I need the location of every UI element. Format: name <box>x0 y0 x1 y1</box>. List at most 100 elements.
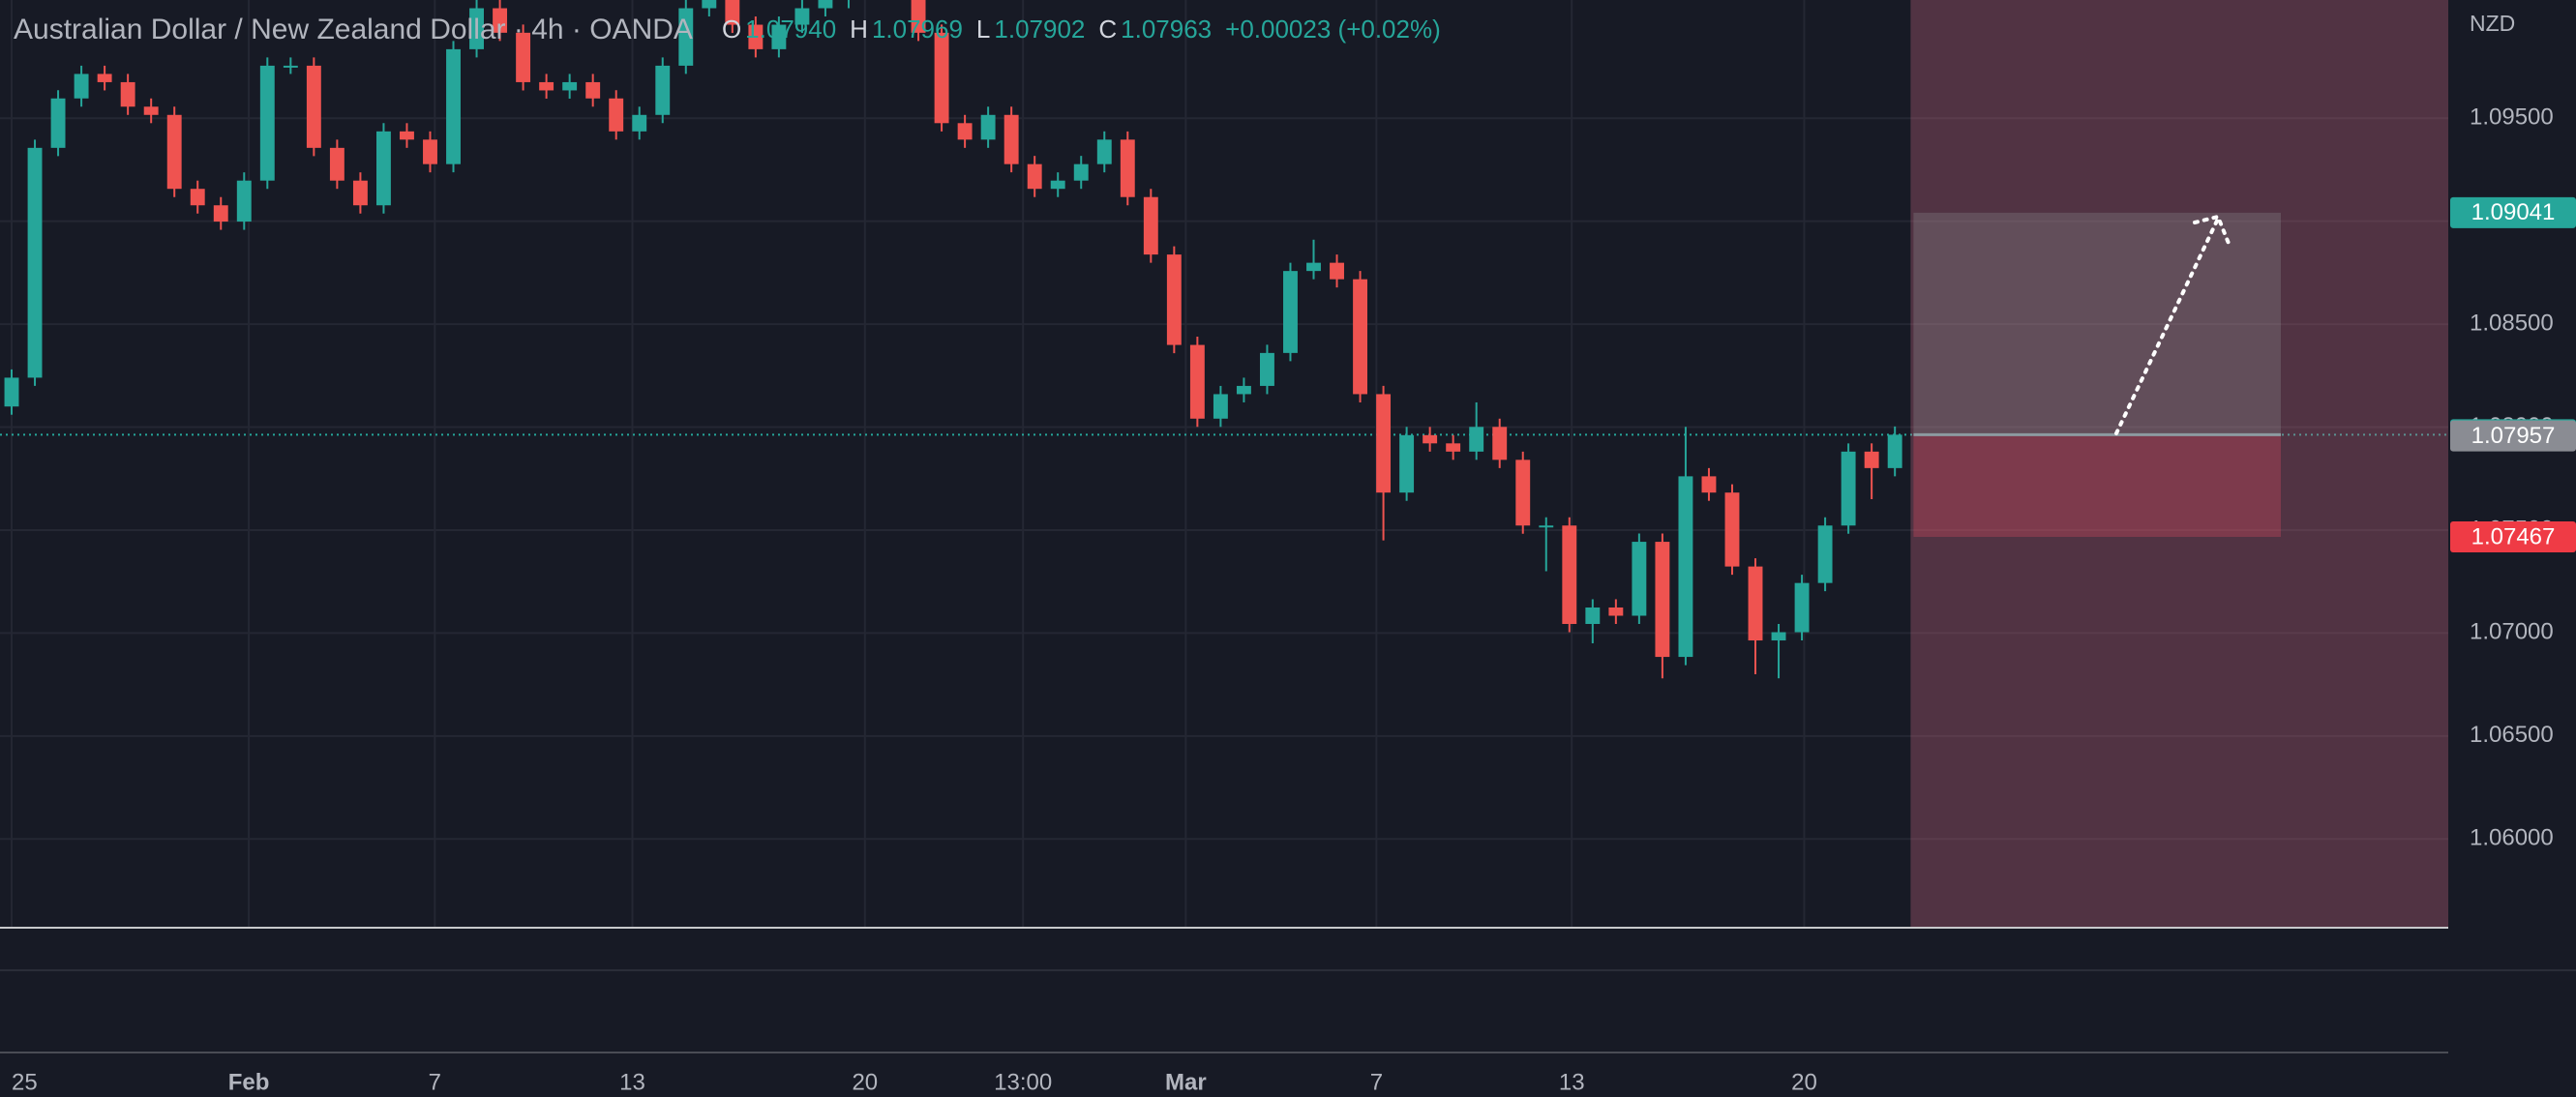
candle-body <box>1166 254 1182 345</box>
candle-body <box>329 147 344 181</box>
header: Australian Dollar / New Zealand Dollar ·… <box>14 14 1441 45</box>
position-tool <box>1910 0 2448 928</box>
currency: NZD <box>2470 11 2515 36</box>
y-tick-label: 1.06000 <box>2470 825 2554 851</box>
candle-body <box>1236 385 1251 395</box>
candle-body <box>1887 434 1902 468</box>
candle-body <box>1446 443 1461 452</box>
candle-body <box>934 32 949 124</box>
candle-body <box>632 114 647 132</box>
candle-body <box>1841 451 1856 526</box>
candle-body <box>911 0 926 33</box>
ohlc-key: O <box>722 15 741 44</box>
x-tick-label: 20 <box>852 1069 878 1095</box>
candle-body <box>190 189 205 206</box>
candle-body <box>1701 476 1717 493</box>
candle-body <box>980 114 996 140</box>
candle-body <box>1376 394 1392 493</box>
candle-body <box>1330 262 1344 280</box>
candle-body <box>1353 279 1368 395</box>
candle-body <box>818 0 833 9</box>
candle-body <box>493 8 508 33</box>
candle-body <box>4 377 19 407</box>
candle-body <box>771 24 787 49</box>
axes: 1.060001.065001.070001.075001.080001.085… <box>12 104 2576 1095</box>
candle-body <box>1469 427 1484 452</box>
candle-body <box>1817 525 1833 583</box>
price-tag-label: 1.07957 <box>2471 423 2556 449</box>
candle-body <box>1655 542 1670 658</box>
price-tag-label: 1.09041 <box>2471 199 2556 225</box>
candle-body <box>702 0 717 9</box>
candle-body <box>1515 460 1531 526</box>
price-tag <box>2450 196 2576 228</box>
y-tick-label: 1.06500 <box>2470 722 2554 748</box>
candle-body <box>1096 139 1112 164</box>
candle-body <box>1562 525 1577 625</box>
x-tick-label: 13 <box>619 1069 645 1095</box>
candle-body <box>1492 427 1508 460</box>
projection-arrow <box>2114 214 2232 435</box>
candle-body <box>1748 566 1763 641</box>
arrow-head <box>2193 214 2232 248</box>
candle-body <box>50 98 66 148</box>
candle-body <box>609 98 624 132</box>
candle-body <box>423 139 437 164</box>
candle-body <box>97 74 112 82</box>
x-tick-label: Feb <box>228 1069 270 1095</box>
ohlc-key: L <box>976 15 990 44</box>
x-tick-label: 20 <box>1791 1069 1817 1095</box>
candle-body <box>678 8 694 66</box>
stop-zone <box>1913 434 2282 537</box>
ohlc-value: 1.07963 <box>1121 15 1212 44</box>
ohlc-key: H <box>850 15 868 44</box>
candle-body <box>1120 139 1135 197</box>
candle-body <box>74 74 89 99</box>
candle-body <box>585 81 601 99</box>
candle-body <box>352 180 368 206</box>
ohlc-value: +0.00023 (+0.02%) <box>1225 15 1441 44</box>
x-tick-label: Mar <box>1165 1069 1207 1095</box>
candle-body <box>1213 394 1228 419</box>
candle-body <box>283 65 298 68</box>
candle-body <box>446 48 461 164</box>
ohlc-key: C <box>1098 15 1117 44</box>
ohlc-value: 1.07902 <box>994 15 1085 44</box>
candle-body <box>236 180 252 222</box>
candle-body <box>1027 163 1042 190</box>
candle-body <box>27 147 43 378</box>
candle-body <box>1260 352 1274 386</box>
candle-body <box>120 81 135 107</box>
candle-body <box>213 205 228 222</box>
x-tick-label: 13 <box>1559 1069 1585 1095</box>
target-zone <box>1913 212 2282 435</box>
candle-body <box>375 131 391 206</box>
candle-body <box>143 106 159 115</box>
price-tag <box>2450 520 2576 552</box>
candle-body <box>1073 163 1089 181</box>
candle-body <box>1678 476 1693 658</box>
candle-body <box>562 81 578 91</box>
candle-body <box>1050 180 1065 190</box>
candle-body <box>1539 525 1554 528</box>
ohlc-value: 1.07969 <box>872 15 963 44</box>
candle-body <box>725 0 740 25</box>
candle-body <box>1608 607 1624 616</box>
candle-body <box>166 114 182 190</box>
y-tick-label: 1.08500 <box>2470 310 2554 336</box>
candle-body <box>516 32 531 82</box>
candle-body <box>794 8 810 25</box>
candle-body <box>1143 196 1158 255</box>
candle-body <box>1632 542 1647 616</box>
candle-body <box>1306 262 1321 272</box>
price-tag-label: 1.07467 <box>2471 523 2556 549</box>
candle-body <box>1864 451 1879 468</box>
price-tag <box>2450 420 2576 452</box>
candle-body <box>469 8 484 49</box>
candle-body <box>748 24 764 49</box>
candle-body <box>400 131 414 140</box>
arrow-line <box>2114 217 2220 435</box>
grid <box>0 0 2448 928</box>
candle-body <box>306 65 321 148</box>
candle-body <box>1724 492 1740 567</box>
